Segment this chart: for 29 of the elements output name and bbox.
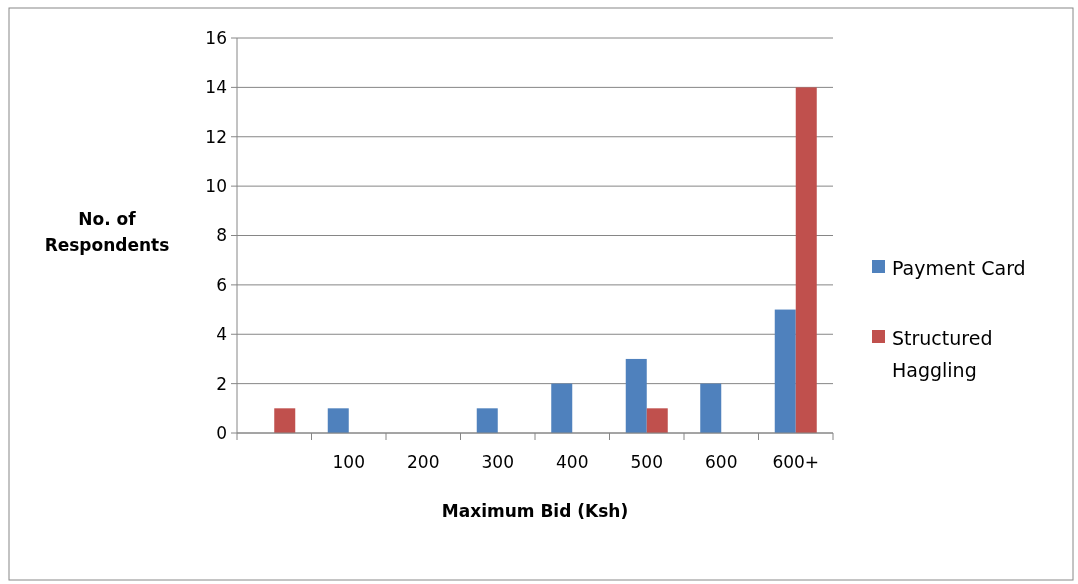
y-tick-label: 6	[216, 274, 227, 295]
x-axis-title: Maximum Bid (Ksh)	[441, 501, 629, 521]
y-tick-label: 10	[205, 176, 227, 197]
legend-label: Payment Card	[892, 256, 1026, 279]
y-axis-title: No. of Respondents	[44, 209, 170, 255]
x-tick-label: 500	[630, 452, 663, 472]
bar	[327, 408, 349, 433]
bar	[700, 383, 722, 433]
x-tick-label: 600+	[772, 452, 820, 472]
bar	[625, 358, 647, 433]
bar	[774, 309, 796, 433]
x-tick-label: 100	[332, 452, 365, 472]
bar	[476, 408, 498, 433]
x-tick-label: 200	[407, 452, 440, 472]
legend-label: Structured Haggling	[892, 326, 993, 381]
bar	[795, 87, 817, 433]
y-tick-label: 0	[216, 422, 227, 443]
y-tick-label: 8	[216, 225, 227, 246]
y-tick-label: 12	[205, 126, 227, 147]
y-tick-label: 14	[205, 77, 227, 98]
y-tick-label: 2	[216, 373, 227, 394]
x-tick-label: 300	[481, 452, 514, 472]
y-tick-label: 16	[205, 27, 227, 48]
bar	[551, 383, 573, 433]
y-tick-label: 4	[216, 324, 227, 345]
x-tick-label: 600	[705, 452, 738, 472]
x-tick-label: 400	[556, 452, 589, 472]
bar	[646, 408, 668, 433]
bar	[274, 408, 296, 433]
